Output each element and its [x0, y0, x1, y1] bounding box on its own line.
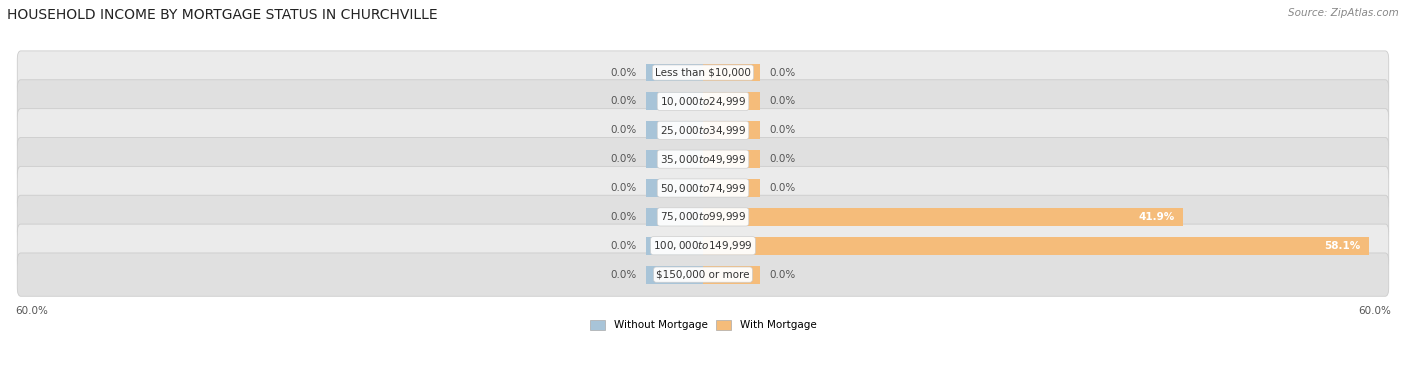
Text: 60.0%: 60.0% — [1358, 307, 1391, 316]
Legend: Without Mortgage, With Mortgage: Without Mortgage, With Mortgage — [585, 316, 821, 335]
Text: 0.0%: 0.0% — [769, 154, 796, 164]
FancyBboxPatch shape — [17, 138, 1389, 181]
Text: 0.0%: 0.0% — [769, 183, 796, 193]
Text: 0.0%: 0.0% — [610, 68, 637, 77]
Text: 0.0%: 0.0% — [610, 270, 637, 280]
Text: $50,000 to $74,999: $50,000 to $74,999 — [659, 181, 747, 195]
Text: $150,000 or more: $150,000 or more — [657, 270, 749, 280]
FancyBboxPatch shape — [17, 253, 1389, 296]
Text: 41.9%: 41.9% — [1137, 212, 1174, 222]
Text: 0.0%: 0.0% — [769, 68, 796, 77]
Text: 0.0%: 0.0% — [610, 241, 637, 251]
Text: $35,000 to $49,999: $35,000 to $49,999 — [659, 153, 747, 166]
Bar — [645, 150, 703, 168]
Text: $100,000 to $149,999: $100,000 to $149,999 — [654, 239, 752, 252]
Text: $25,000 to $34,999: $25,000 to $34,999 — [659, 124, 747, 137]
FancyBboxPatch shape — [17, 166, 1389, 210]
Bar — [703, 208, 1184, 226]
Bar — [703, 93, 761, 110]
Text: 0.0%: 0.0% — [610, 212, 637, 222]
Bar — [703, 64, 761, 82]
FancyBboxPatch shape — [17, 195, 1389, 239]
Text: 0.0%: 0.0% — [769, 96, 796, 107]
Bar — [703, 237, 1369, 255]
Text: 0.0%: 0.0% — [769, 125, 796, 135]
Bar — [645, 208, 703, 226]
FancyBboxPatch shape — [17, 108, 1389, 152]
Text: 0.0%: 0.0% — [610, 125, 637, 135]
Text: 58.1%: 58.1% — [1324, 241, 1360, 251]
FancyBboxPatch shape — [17, 51, 1389, 94]
Text: HOUSEHOLD INCOME BY MORTGAGE STATUS IN CHURCHVILLE: HOUSEHOLD INCOME BY MORTGAGE STATUS IN C… — [7, 8, 437, 22]
Text: 0.0%: 0.0% — [610, 96, 637, 107]
Bar — [645, 266, 703, 284]
Bar — [645, 237, 703, 255]
Bar — [703, 179, 761, 197]
Bar — [645, 93, 703, 110]
Bar — [645, 121, 703, 139]
FancyBboxPatch shape — [17, 80, 1389, 123]
Text: 60.0%: 60.0% — [15, 307, 48, 316]
Text: 0.0%: 0.0% — [610, 154, 637, 164]
Bar — [703, 150, 761, 168]
Bar — [703, 121, 761, 139]
Text: 0.0%: 0.0% — [610, 183, 637, 193]
Bar — [645, 179, 703, 197]
Text: 0.0%: 0.0% — [769, 270, 796, 280]
Bar — [703, 266, 761, 284]
Bar — [645, 64, 703, 82]
Text: $75,000 to $99,999: $75,000 to $99,999 — [659, 211, 747, 223]
Text: $10,000 to $24,999: $10,000 to $24,999 — [659, 95, 747, 108]
Text: Source: ZipAtlas.com: Source: ZipAtlas.com — [1288, 8, 1399, 17]
FancyBboxPatch shape — [17, 224, 1389, 267]
Text: Less than $10,000: Less than $10,000 — [655, 68, 751, 77]
